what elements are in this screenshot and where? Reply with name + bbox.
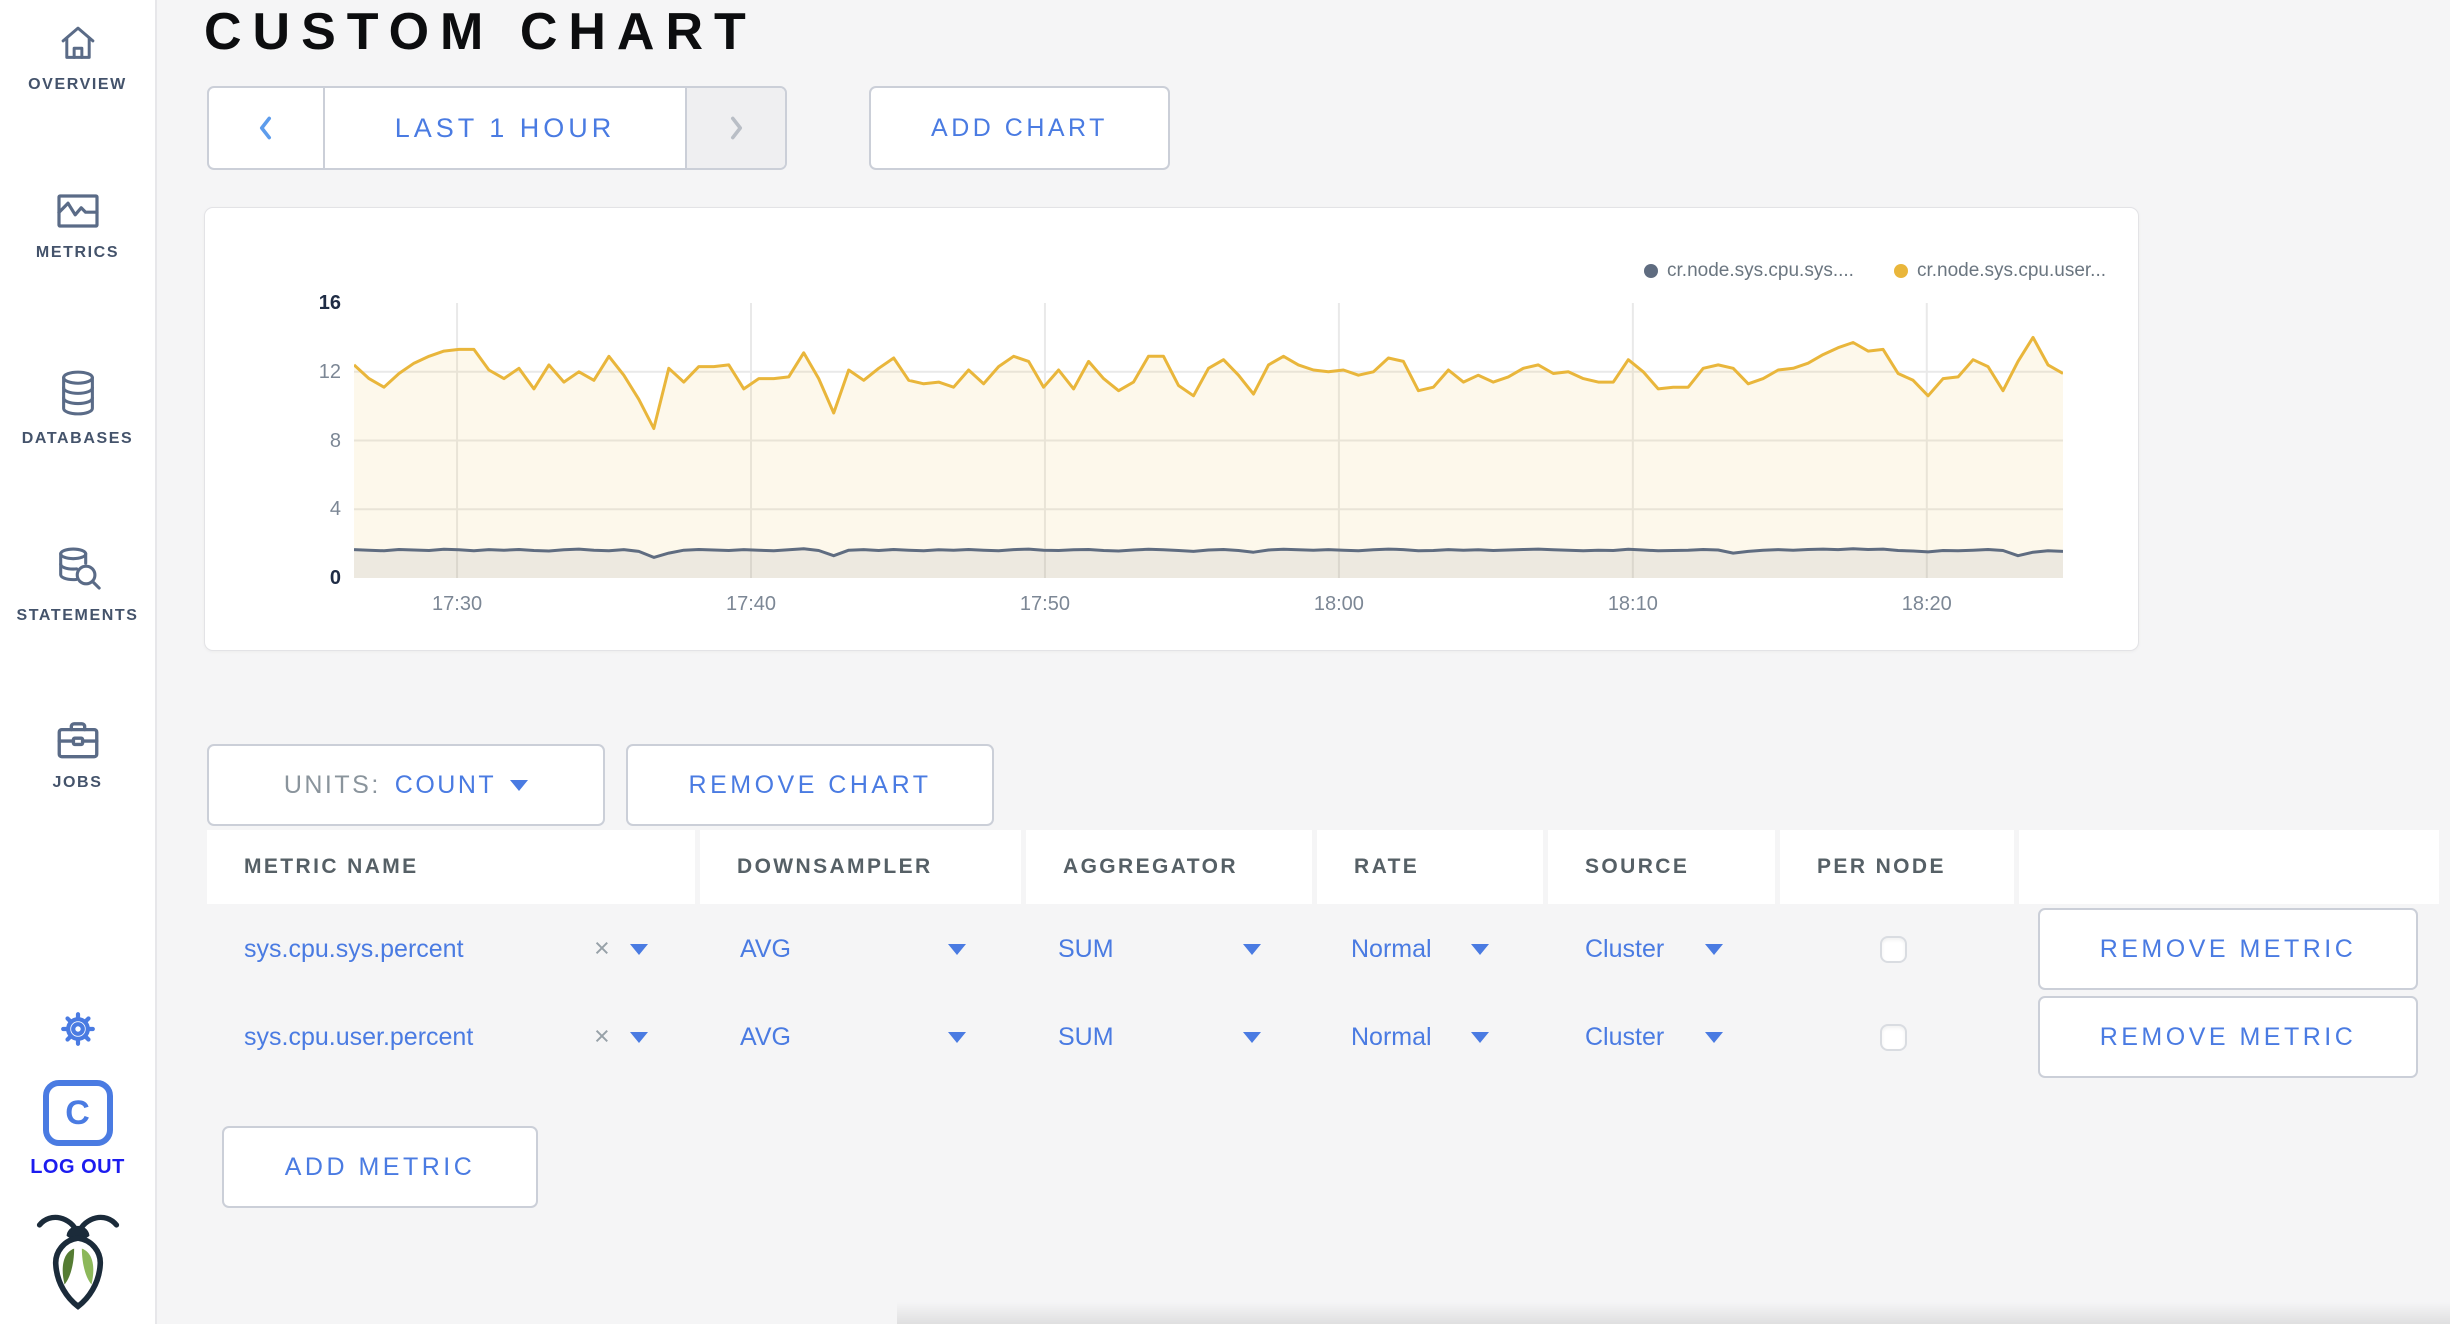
sidebar-item-label: JOBS xyxy=(52,774,103,791)
rate-value[interactable]: Normal xyxy=(1351,1023,1432,1051)
column-header-per-node: PER NODE xyxy=(1780,830,2014,904)
gear-icon xyxy=(60,1012,95,1046)
main-content: CUSTOM CHART LAST 1 HOUR ADD CHART cr.no… xyxy=(157,0,2450,1324)
column-header-aggregator: AGGREGATOR xyxy=(1026,830,1312,904)
y-tick-label: 4 xyxy=(329,498,341,521)
aggregator-caret-icon[interactable] xyxy=(1243,944,1261,955)
column-header-actions xyxy=(2019,830,2439,904)
clear-metric-icon[interactable]: × xyxy=(594,1021,610,1051)
series-line-1 xyxy=(354,335,2063,430)
sidebar-item-label: METRICS xyxy=(35,244,120,261)
chevron-right-icon xyxy=(731,116,743,140)
column-header-rate: RATE xyxy=(1317,830,1543,904)
legend-item[interactable]: cr.node.sys.cpu.sys.... xyxy=(1644,260,1854,282)
downsampler-value[interactable]: AVG xyxy=(740,935,791,963)
chevron-down-icon xyxy=(510,779,529,791)
per-node-checkbox[interactable] xyxy=(1880,1024,1907,1051)
remove-metric-button[interactable]: REMOVE METRIC xyxy=(2038,996,2418,1078)
downsampler-caret-icon[interactable] xyxy=(948,1032,966,1043)
legend-dot-icon xyxy=(1893,264,1908,278)
chart-legend: cr.node.sys.cpu.sys.... cr.node.sys.cpu.u… xyxy=(1644,260,2106,282)
units-label: UNITS: xyxy=(283,770,381,799)
chart-panel: cr.node.sys.cpu.sys.... cr.node.sys.cpu.u… xyxy=(204,207,2139,651)
rate-caret-icon[interactable] xyxy=(1471,1032,1489,1043)
add-chart-button[interactable]: ADD CHART xyxy=(869,86,1170,170)
remove-chart-button[interactable]: REMOVE CHART xyxy=(626,744,994,826)
page-title: CUSTOM CHART xyxy=(204,3,757,61)
sidebar: OVERVIEW METRICS DATABASES STATEMENTS xyxy=(0,0,157,1324)
statements-icon xyxy=(58,547,101,590)
cockroach-bug-icon xyxy=(36,1214,119,1310)
aggregator-value[interactable]: SUM xyxy=(1058,1023,1114,1051)
timeseries-plot[interactable] xyxy=(354,303,2063,578)
legend-label: cr.node.sys.cpu.user... xyxy=(1916,260,2106,281)
series-line-0 xyxy=(354,547,2063,559)
x-tick-label: 18:20 xyxy=(1901,593,1952,615)
source-value[interactable]: Cluster xyxy=(1585,935,1665,963)
x-tick-label: 18:10 xyxy=(1607,593,1658,615)
aggregator-caret-icon[interactable] xyxy=(1243,1032,1261,1043)
time-range-next-button[interactable] xyxy=(685,88,785,168)
series-area-1 xyxy=(354,337,2063,578)
logout-monogram: C xyxy=(65,1094,90,1132)
sidebar-item-databases[interactable]: DATABASES xyxy=(0,368,155,448)
metric-name-link[interactable]: sys.cpu.sys.percent xyxy=(244,935,464,963)
source-caret-icon[interactable] xyxy=(1705,944,1723,955)
y-tick-label: 8 xyxy=(329,429,341,452)
y-tick-label: 0 xyxy=(329,567,341,589)
home-icon xyxy=(61,26,94,59)
column-header-metric-name: METRIC NAME xyxy=(207,830,695,904)
clear-metric-icon[interactable]: × xyxy=(594,933,610,963)
sidebar-item-overview[interactable]: OVERVIEW xyxy=(0,22,155,94)
source-caret-icon[interactable] xyxy=(1705,1032,1723,1043)
aggregator-value[interactable]: SUM xyxy=(1058,935,1114,963)
logout-label: LOG OUT xyxy=(30,1156,125,1178)
x-tick-label: 17:50 xyxy=(1019,593,1070,615)
x-tick-label: 17:40 xyxy=(725,593,777,615)
sidebar-item-statements[interactable]: STATEMENTS xyxy=(0,545,155,625)
metric-name-link[interactable]: sys.cpu.user.percent xyxy=(244,1023,474,1051)
cockroach-monogram-icon: C xyxy=(42,1080,113,1146)
metric-dropdown-caret-icon[interactable] xyxy=(630,944,648,955)
units-value: COUNT xyxy=(394,770,497,799)
rate-value[interactable]: Normal xyxy=(1351,935,1432,963)
legend-label: cr.node.sys.cpu.sys.... xyxy=(1667,260,1854,281)
downsampler-value[interactable]: AVG xyxy=(740,1023,791,1051)
units-dropdown[interactable]: UNITS: COUNT xyxy=(207,744,605,826)
legend-dot-icon xyxy=(1644,264,1659,278)
database-icon xyxy=(61,370,94,416)
rate-caret-icon[interactable] xyxy=(1471,944,1489,955)
briefcase-icon xyxy=(57,722,98,759)
downsampler-caret-icon[interactable] xyxy=(948,944,966,955)
sidebar-item-jobs[interactable]: JOBS xyxy=(0,716,155,792)
metric-dropdown-caret-icon[interactable] xyxy=(630,1032,648,1043)
sidebar-item-label: OVERVIEW xyxy=(28,76,127,93)
sidebar-item-label: DATABASES xyxy=(21,430,134,447)
y-tick-label: 12 xyxy=(318,360,341,383)
time-range-prev-button[interactable] xyxy=(209,88,325,168)
time-range-value[interactable]: LAST 1 HOUR xyxy=(394,112,616,143)
x-tick-label: 17:30 xyxy=(432,593,483,615)
logout-button[interactable]: C LOG OUT xyxy=(0,1080,155,1179)
cockroach-logo xyxy=(0,1208,155,1312)
metrics-chart-icon xyxy=(56,194,99,228)
add-metric-button[interactable]: ADD METRIC xyxy=(222,1126,538,1208)
scroll-shadow xyxy=(897,1302,2450,1324)
x-tick-label: 18:00 xyxy=(1313,593,1364,615)
column-header-source: SOURCE xyxy=(1548,830,1775,904)
sidebar-item-metrics[interactable]: METRICS xyxy=(0,190,155,262)
source-value[interactable]: Cluster xyxy=(1585,1023,1665,1051)
settings-button[interactable] xyxy=(0,1005,155,1053)
chevron-left-icon xyxy=(259,116,271,140)
legend-item[interactable]: cr.node.sys.cpu.user... xyxy=(1893,260,2106,282)
series-area-0 xyxy=(354,548,2063,578)
sidebar-item-label: STATEMENTS xyxy=(16,607,139,624)
time-range-selector: LAST 1 HOUR xyxy=(207,86,787,170)
remove-metric-button[interactable]: REMOVE METRIC xyxy=(2038,908,2418,990)
y-tick-label: 16 xyxy=(318,292,341,314)
column-header-downsampler: DOWNSAMPLER xyxy=(700,830,1021,904)
per-node-checkbox[interactable] xyxy=(1880,936,1907,963)
